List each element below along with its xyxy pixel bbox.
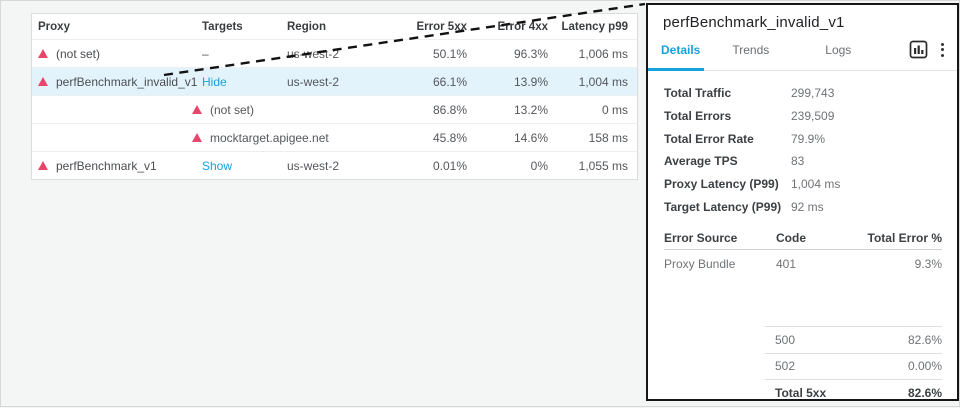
col-header-total-error-pct: Total Error %: [867, 230, 942, 245]
tabs-divider: [648, 68, 957, 71]
detail-value: 92 ms: [791, 199, 824, 214]
total-5xx-pct: 82.6%: [907, 385, 942, 400]
alert-triangle-icon: [192, 105, 202, 114]
col-header-error-source: Error Source: [664, 230, 738, 245]
table-row[interactable]: perfBenchmark_v1 Show us-west-2 0.01% 0%…: [32, 151, 637, 179]
target-name: (not set): [210, 102, 255, 117]
error-code-row: 500 82.6%: [765, 326, 942, 353]
latency-value: 1,006 ms: [578, 46, 628, 61]
error-pct-value: 82.6%: [907, 332, 942, 347]
tab-logs[interactable]: Logs: [825, 42, 852, 57]
col-header-latency: Latency p99: [561, 20, 628, 33]
table-row[interactable]: (not set) – us-west-2 50.1% 96.3% 1,006 …: [32, 39, 637, 67]
targets-value: –: [202, 46, 209, 61]
region-value: us-west-2: [287, 46, 340, 61]
detail-label: Total Error Rate: [664, 131, 754, 146]
detail-row: Total Error Rate 79.9%: [664, 127, 941, 150]
show-targets-link[interactable]: Show: [202, 158, 233, 173]
detail-label: Total Traffic: [664, 86, 732, 101]
error-code-value: 502: [775, 359, 796, 374]
latency-value: 1,004 ms: [578, 74, 628, 89]
detail-row: Average TPS 83: [664, 150, 941, 173]
error-source-table: Error Source Code Total Error % Proxy Bu…: [664, 231, 942, 277]
detail-row: Proxy Latency (P99) 1,004 ms: [664, 173, 941, 196]
proxy-name: perfBenchmark_invalid_v1: [56, 74, 198, 89]
detail-row: Target Latency (P99) 92 ms: [664, 195, 941, 218]
detail-value: 239,509: [791, 109, 835, 124]
target-sub-row[interactable]: (not set) 86.8% 13.2% 0 ms: [32, 95, 637, 123]
detail-value: 79.9%: [791, 131, 826, 146]
detail-row: Total Errors 239,509: [664, 105, 941, 128]
error5xx-value: 66.1%: [432, 74, 467, 89]
error-table-header: Error Source Code Total Error %: [664, 230, 942, 251]
alert-triangle-icon: [38, 161, 48, 170]
tab-details[interactable]: Details: [661, 42, 701, 57]
bar-chart-icon[interactable]: [909, 40, 928, 59]
detail-label: Target Latency (P99): [664, 199, 782, 214]
active-tab-underline: [648, 68, 704, 71]
error-pct-value: 0.00%: [907, 359, 942, 374]
error-code-breakdown: 500 82.6% 502 0.00% Total 5xx 82.6%: [765, 326, 942, 406]
detail-label: Proxy Latency (P99): [664, 177, 779, 192]
alert-triangle-icon: [38, 77, 48, 86]
error-code-value: 401: [776, 256, 797, 271]
proxy-name: perfBenchmark_v1: [56, 158, 157, 173]
target-name: mocktarget.apigee.net: [210, 130, 329, 145]
alert-triangle-icon: [192, 133, 202, 142]
panel-title: perfBenchmark_invalid_v1: [663, 14, 845, 31]
detail-value: 83: [791, 154, 805, 169]
error4xx-value: 14.6%: [513, 130, 548, 145]
detail-label: Average TPS: [664, 154, 738, 169]
latency-value: 1,055 ms: [578, 158, 628, 173]
col-header-targets: Targets: [202, 20, 243, 33]
details-list: Total Traffic 299,743 Total Errors 239,5…: [648, 71, 957, 218]
detail-row: Total Traffic 299,743: [664, 82, 941, 105]
error-code-row: 502 0.00%: [765, 352, 942, 380]
error4xx-value: 0%: [530, 158, 548, 173]
latency-value: 158 ms: [588, 130, 628, 145]
col-header-code: Code: [776, 230, 806, 245]
detail-label: Total Errors: [664, 109, 732, 124]
hide-targets-link[interactable]: Hide: [202, 74, 227, 89]
error5xx-value: 45.8%: [432, 130, 467, 145]
col-header-region: Region: [287, 20, 326, 33]
total-5xx-row: Total 5xx 82.6%: [765, 379, 942, 406]
error4xx-value: 96.3%: [513, 46, 548, 61]
table-header-row: Proxy Targets Region Error 5xx Error 4xx…: [32, 14, 637, 39]
error5xx-value: 0.01%: [432, 158, 467, 173]
region-value: us-west-2: [287, 158, 340, 173]
error-code-value: 500: [775, 332, 796, 347]
error5xx-value: 50.1%: [432, 46, 467, 61]
col-header-error5xx: Error 5xx: [416, 20, 467, 33]
error-source-value: Proxy Bundle: [664, 256, 736, 271]
total-5xx-label: Total 5xx: [775, 385, 827, 400]
kebab-menu-icon[interactable]: [938, 41, 947, 59]
region-value: us-west-2: [287, 74, 340, 89]
detail-value: 1,004 ms: [791, 177, 841, 192]
error-pct-value: 9.3%: [914, 256, 942, 271]
error4xx-value: 13.9%: [513, 74, 548, 89]
table-row-selected[interactable]: perfBenchmark_invalid_v1 Hide us-west-2 …: [32, 67, 637, 95]
proxy-table: Proxy Targets Region Error 5xx Error 4xx…: [31, 13, 638, 180]
proxy-name: (not set): [56, 46, 101, 61]
error5xx-value: 86.8%: [432, 102, 467, 117]
error4xx-value: 13.2%: [513, 102, 548, 117]
detail-value: 299,743: [791, 86, 835, 101]
latency-value: 0 ms: [601, 102, 628, 117]
col-header-proxy: Proxy: [38, 20, 70, 33]
panel-tabs: Details Trends Logs: [648, 37, 957, 62]
alert-triangle-icon: [38, 49, 48, 58]
error-table-row: Proxy Bundle 401 9.3%: [664, 250, 942, 277]
col-header-error4xx: Error 4xx: [497, 20, 548, 33]
proxy-detail-panel: perfBenchmark_invalid_v1 Details Trends …: [646, 3, 959, 401]
tab-trends[interactable]: Trends: [732, 42, 770, 57]
target-sub-row[interactable]: mocktarget.apigee.net 45.8% 14.6% 158 ms: [32, 123, 637, 151]
